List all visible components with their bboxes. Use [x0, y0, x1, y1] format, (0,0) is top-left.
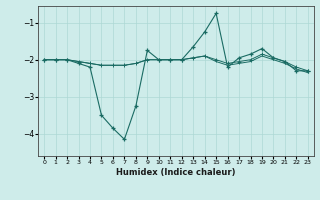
X-axis label: Humidex (Indice chaleur): Humidex (Indice chaleur)	[116, 168, 236, 177]
